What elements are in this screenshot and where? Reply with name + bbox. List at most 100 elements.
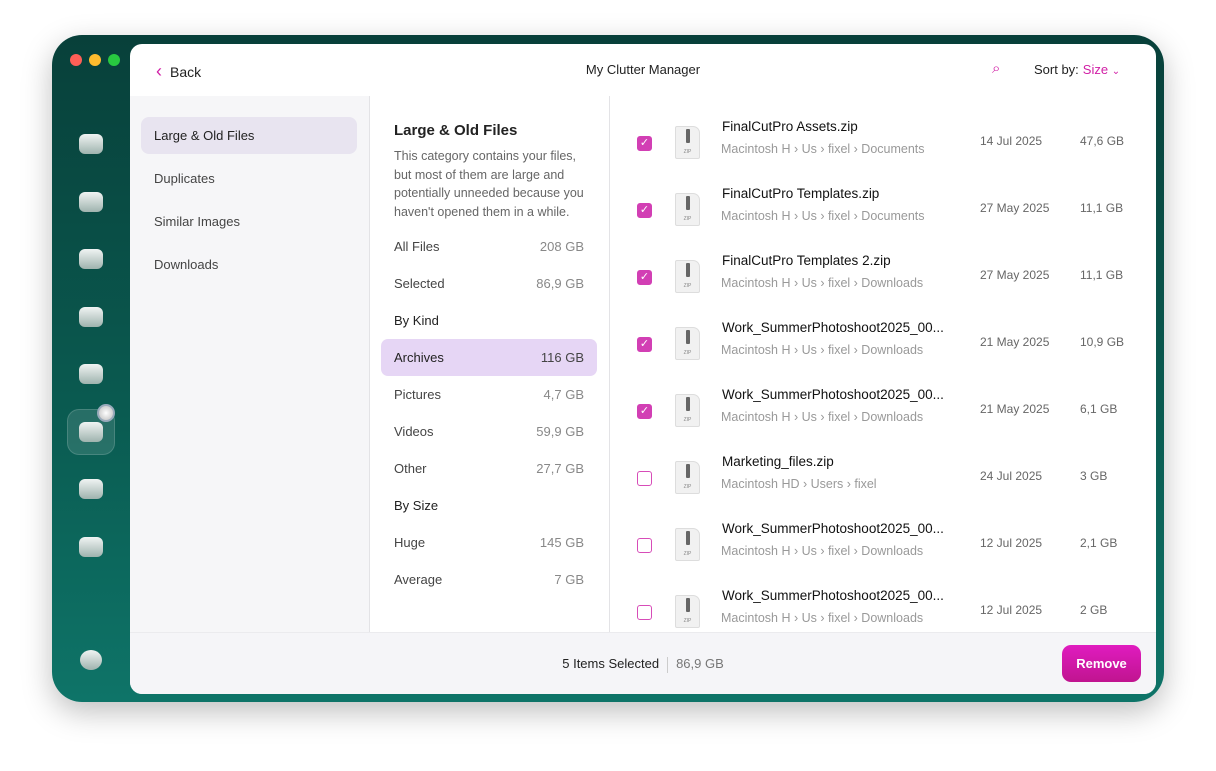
remove-button[interactable]: Remove: [1062, 645, 1141, 682]
category-title: Large & Old Files: [394, 122, 518, 139]
filter-value: 86,9 GB: [536, 276, 584, 291]
zip-file-icon: ZIP: [675, 260, 700, 293]
file-row[interactable]: ✓ ZIP FinalCutPro Templates 2.zip Macintosh…: [610, 244, 1156, 311]
file-type-label: ZIP: [683, 216, 692, 222]
file-type-label: ZIP: [683, 417, 692, 423]
app-store-icon[interactable]: [79, 364, 103, 384]
magnifier-disk-icon[interactable]: [79, 479, 103, 499]
window-controls: [70, 54, 120, 66]
filter-label: Archives: [394, 350, 444, 365]
filter-label: By Size: [394, 498, 439, 513]
checkbox[interactable]: [637, 605, 652, 620]
notification-badge: [97, 404, 115, 422]
filter-value: 4,7 GB: [543, 387, 584, 402]
lightning-icon[interactable]: [79, 306, 103, 327]
file-type-label: ZIP: [683, 149, 692, 155]
filter-label: Selected: [394, 276, 445, 291]
filter-value: 59,9 GB: [536, 424, 584, 439]
file-name: FinalCutPro Templates.zip: [722, 186, 880, 201]
checkbox[interactable]: ✓: [637, 337, 652, 352]
file-date: 27 May 2025: [980, 268, 1050, 282]
checkbox[interactable]: [637, 471, 652, 486]
nav-item[interactable]: Large & Old Files: [141, 117, 357, 154]
filter-item[interactable]: Average 7 GB: [381, 561, 597, 598]
file-size: 11,1 GB: [1080, 268, 1124, 282]
file-name: Work_SummerPhotoshoot2025_00...: [722, 320, 944, 335]
file-path: Macintosh H › Us › fixel › Downloads: [721, 544, 924, 558]
file-row[interactable]: ✓ ZIP Work_SummerPhotoshoot2025_00... Macin…: [610, 311, 1156, 378]
file-row[interactable]: ZIP Marketing_files.zip Macintosh HD › Use…: [610, 445, 1156, 512]
nav-item[interactable]: Duplicates: [154, 171, 215, 186]
filter-item[interactable]: All Files 208 GB: [381, 228, 597, 265]
filter-item[interactable]: Other 27,7 GB: [381, 450, 597, 487]
file-size: 6,1 GB: [1080, 402, 1118, 416]
file-name: Marketing_files.zip: [722, 454, 834, 469]
filter-item[interactable]: Huge 145 GB: [381, 524, 597, 561]
zip-file-icon: ZIP: [675, 595, 700, 628]
filter-value: 27,7 GB: [536, 461, 584, 476]
nav-item[interactable]: Downloads: [154, 257, 219, 272]
filter-item[interactable]: Archives 116 GB: [381, 339, 597, 376]
cloud-icon[interactable]: [79, 536, 103, 557]
zip-file-icon: ZIP: [675, 193, 700, 226]
file-name: Work_SummerPhotoshoot2025_00...: [722, 521, 944, 536]
header: ‹ Back My Clutter Manager ⌕ Sort by: Size …: [130, 44, 1156, 96]
search-icon[interactable]: ⌕: [992, 60, 1001, 77]
filter-label: Huge: [394, 535, 426, 550]
checkbox[interactable]: ✓: [637, 270, 652, 285]
sort-label: Sort by:: [1034, 62, 1079, 77]
file-path: Macintosh H › Us › fixel › Downloads: [721, 611, 924, 625]
back-label: Back: [170, 63, 202, 80]
file-date: 24 Jul 2025: [980, 469, 1043, 483]
file-size: 10,9 GB: [1080, 335, 1125, 349]
category-description: This category contains your files, but m…: [394, 149, 584, 219]
minimize-button[interactable]: [89, 54, 101, 66]
disk-icon[interactable]: [79, 191, 103, 212]
filter-item[interactable]: Selected 86,9 GB: [381, 265, 597, 302]
back-button[interactable]: ‹ Back: [156, 61, 201, 82]
monitor-icon[interactable]: [79, 134, 103, 154]
main-panel: ‹ Back My Clutter Manager ⌕ Sort by: Size …: [130, 44, 1156, 694]
file-size: 11,1 GB: [1080, 201, 1124, 215]
file-size: 2,1 GB: [1080, 536, 1118, 550]
file-type-label: ZIP: [683, 283, 692, 289]
zip-file-icon: ZIP: [675, 327, 700, 360]
filter-item[interactable]: Videos 59,9 GB: [381, 413, 597, 450]
folder-icon[interactable]: [79, 421, 103, 442]
filter-label: Average: [394, 572, 443, 587]
file-row[interactable]: ✓ ZIP FinalCutPro Templates.zip Macintosh H…: [610, 177, 1156, 244]
file-name: Work_SummerPhotoshoot2025_00...: [722, 387, 944, 402]
nav-item[interactable]: Similar Images: [154, 214, 240, 229]
filter-value: 145 GB: [539, 535, 584, 550]
category-nav: Large & Old Files Duplicates Similar Image…: [130, 96, 370, 632]
hand-icon[interactable]: [79, 249, 103, 269]
file-row[interactable]: ZIP Work_SummerPhotoshoot2025_00... Macint…: [610, 512, 1156, 579]
file-path: Macintosh HD › Users › fixel: [721, 477, 877, 491]
section-heading: By Kind: [381, 302, 597, 339]
assistant-icon[interactable]: [80, 650, 102, 670]
filter-item[interactable]: Pictures 4,7 GB: [381, 376, 597, 413]
checkbox[interactable]: ✓: [637, 136, 652, 151]
filter-value: 7 GB: [554, 572, 584, 587]
file-date: 27 May 2025: [980, 201, 1050, 215]
footer: 5 Items Selected 86,9 GB Remove: [130, 632, 1156, 694]
file-row[interactable]: ✓ ZIP Work_SummerPhotoshoot2025_00... Macin…: [610, 378, 1156, 445]
chevron-left-icon: ‹: [156, 61, 162, 81]
file-date: 21 May 2025: [980, 402, 1050, 416]
filter-value: 116 GB: [540, 350, 584, 365]
zoom-button[interactable]: [108, 54, 120, 66]
selected-count: 5 Items Selected: [562, 656, 660, 671]
filter-value: 208 GB: [539, 239, 584, 254]
divider: [667, 656, 669, 673]
file-date: 12 Jul 2025: [980, 536, 1043, 550]
file-row[interactable]: ZIP Work_SummerPhotoshoot2025_00... Macint…: [610, 579, 1156, 632]
checkbox[interactable]: ✓: [637, 203, 652, 218]
checkbox[interactable]: ✓: [637, 404, 652, 419]
close-button[interactable]: [70, 54, 82, 66]
file-row[interactable]: ✓ ZIP FinalCutPro Assets.zip Macintosh H › …: [610, 110, 1156, 177]
sort-dropdown[interactable]: Sort by: Size ⌄: [1034, 62, 1120, 77]
zip-file-icon: ZIP: [675, 461, 700, 494]
file-date: 12 Jul 2025: [980, 603, 1043, 617]
zip-file-icon: ZIP: [675, 394, 700, 427]
checkbox[interactable]: [637, 538, 652, 553]
